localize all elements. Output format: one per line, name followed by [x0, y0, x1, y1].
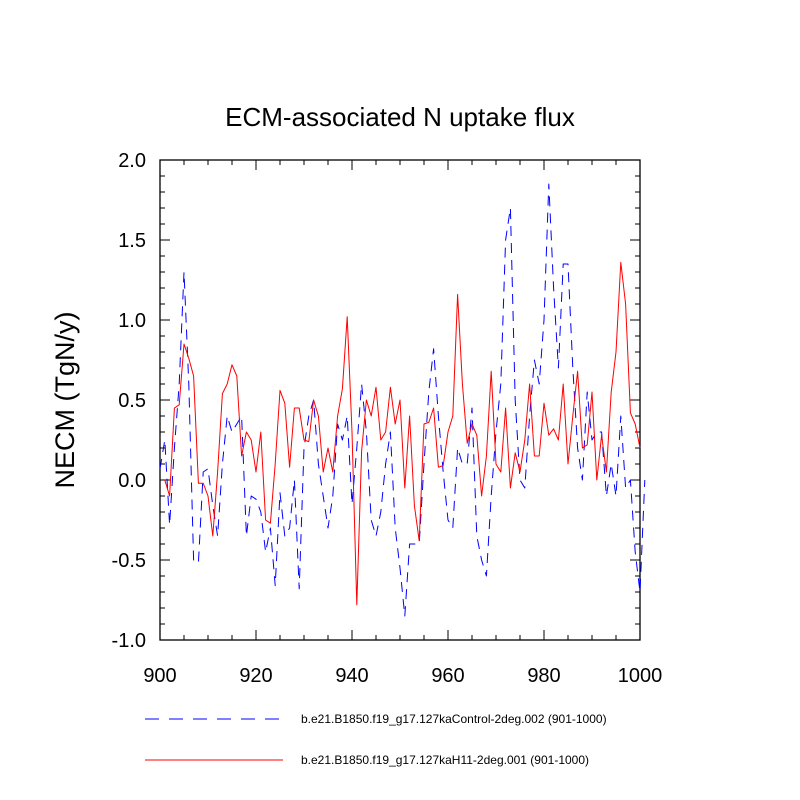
y-axis-label: NECM (TgN/y) [50, 312, 80, 489]
y-tick-label: 2.0 [118, 150, 146, 172]
x-tick-label: 920 [239, 665, 272, 687]
x-tick-label: 960 [431, 665, 464, 687]
series-group [159, 183, 646, 617]
axis-ticks [159, 159, 641, 641]
y-tick-labels: -1.0 -0.5 0.0 0.5 1.0 1.5 2.0 [112, 150, 146, 652]
y-tick-label: 0.5 [118, 390, 146, 412]
series-line-control [159, 183, 646, 617]
series-line-h11 [164, 261, 641, 606]
y-tick-label: 1.5 [118, 230, 146, 252]
y-tick-label: -0.5 [112, 550, 146, 572]
x-tick-label: 1000 [618, 665, 663, 687]
legend-label-control: b.e21.B1850.f19_g17.127kaControl-2deg.00… [301, 712, 607, 726]
x-tick-label: 900 [143, 665, 176, 687]
x-tick-labels: 900 920 940 960 980 1000 [143, 665, 662, 687]
legend: b.e21.B1850.f19_g17.127kaControl-2deg.00… [145, 712, 607, 767]
y-tick-label: -1.0 [112, 630, 146, 652]
y-tick-label: 1.0 [118, 310, 146, 332]
x-tick-label: 980 [527, 665, 560, 687]
chart-title: ECM-associated N uptake flux [225, 102, 575, 132]
y-tick-label: 0.0 [118, 470, 146, 492]
x-tick-label: 940 [335, 665, 368, 687]
legend-label-h11: b.e21.B1850.f19_g17.127kaH11-2deg.001 (9… [301, 753, 589, 767]
